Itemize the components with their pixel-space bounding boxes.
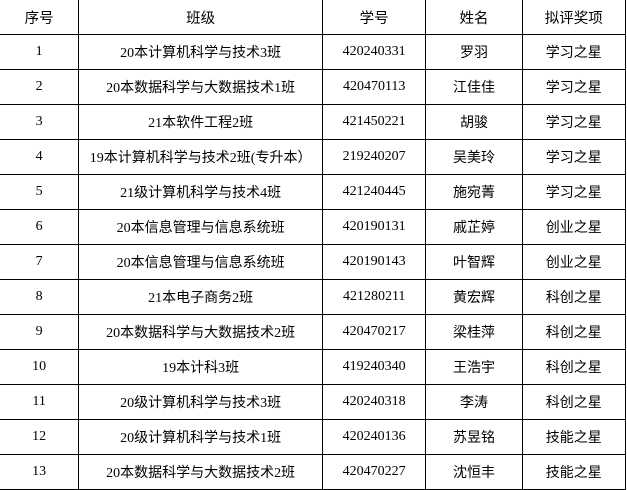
cell-name: 戚芷婷 xyxy=(425,209,523,245)
table-row: 11 20级计算机科学与技术3班 420240318 李涛 科创之星 xyxy=(0,384,627,420)
cell-student-id: 421280211 xyxy=(321,279,427,315)
cell-class: 21本电子商务2班 xyxy=(78,279,323,315)
cell-name: 苏昱铭 xyxy=(425,419,523,455)
cell-index: 5 xyxy=(0,174,80,210)
cell-student-id: 420240136 xyxy=(321,419,427,455)
cell-student-id: 420470217 xyxy=(321,314,427,350)
table-row: 1 20本计算机科学与技术3班 420240331 罗羽 学习之星 xyxy=(0,34,627,70)
cell-index: 6 xyxy=(0,209,80,245)
header-row: 序号 班级 学号 姓名 拟评奖项 xyxy=(0,0,627,35)
table-row: 4 19本计算机科学与技术2班(专升本） 219240207 吴美玲 学习之星 xyxy=(0,139,627,175)
cell-name: 叶智辉 xyxy=(425,244,523,280)
table-row: 8 21本电子商务2班 421280211 黄宏辉 科创之星 xyxy=(0,279,627,315)
cell-student-id: 420470227 xyxy=(321,454,427,490)
cell-class: 19本计算机科学与技术2班(专升本） xyxy=(78,139,323,175)
cell-award: 学习之星 xyxy=(521,139,627,175)
header-award: 拟评奖项 xyxy=(521,0,627,35)
cell-award: 学习之星 xyxy=(521,34,627,70)
table-row: 2 20本数据科学与大数据技术1班 420470113 江佳佳 学习之星 xyxy=(0,69,627,105)
cell-index: 13 xyxy=(0,454,80,490)
cell-award: 科创之星 xyxy=(521,279,627,315)
cell-index: 11 xyxy=(0,384,80,420)
cell-index: 2 xyxy=(0,69,80,105)
cell-index: 9 xyxy=(0,314,80,350)
cell-name: 王浩宇 xyxy=(425,349,523,385)
table-row: 13 20本数据科学与大数据技术2班 420470227 沈恒丰 技能之星 xyxy=(0,454,627,490)
cell-award: 学习之星 xyxy=(521,104,627,140)
table-row: 3 21本软件工程2班 421450221 胡骏 学习之星 xyxy=(0,104,627,140)
cell-award: 创业之星 xyxy=(521,244,627,280)
cell-student-id: 219240207 xyxy=(321,139,427,175)
cell-index: 7 xyxy=(0,244,80,280)
cell-index: 8 xyxy=(0,279,80,315)
cell-index: 10 xyxy=(0,349,80,385)
cell-name: 胡骏 xyxy=(425,104,523,140)
cell-award: 学习之星 xyxy=(521,174,627,210)
cell-class: 20本信息管理与信息系统班 xyxy=(78,209,323,245)
table-row: 10 19本计科3班 419240340 王浩宇 科创之星 xyxy=(0,349,627,385)
header-name: 姓名 xyxy=(425,0,523,35)
cell-class: 20本数据科学与大数据技术2班 xyxy=(78,454,323,490)
cell-class: 20本计算机科学与技术3班 xyxy=(78,34,323,70)
cell-award: 学习之星 xyxy=(521,69,627,105)
cell-name: 江佳佳 xyxy=(425,69,523,105)
header-index: 序号 xyxy=(0,0,80,35)
cell-student-id: 419240340 xyxy=(321,349,427,385)
header-class: 班级 xyxy=(78,0,323,35)
table-row: 9 20本数据科学与大数据技术2班 420470217 梁桂萍 科创之星 xyxy=(0,314,627,350)
cell-name: 吴美玲 xyxy=(425,139,523,175)
cell-award: 创业之星 xyxy=(521,209,627,245)
cell-student-id: 420240331 xyxy=(321,34,427,70)
cell-award: 科创之星 xyxy=(521,314,627,350)
cell-class: 20级计算机科学与技术3班 xyxy=(78,384,323,420)
cell-index: 12 xyxy=(0,419,80,455)
cell-index: 3 xyxy=(0,104,80,140)
cell-name: 李涛 xyxy=(425,384,523,420)
cell-class: 19本计科3班 xyxy=(78,349,323,385)
cell-student-id: 421240445 xyxy=(321,174,427,210)
cell-name: 沈恒丰 xyxy=(425,454,523,490)
cell-class: 20本数据科学与大数据技术2班 xyxy=(78,314,323,350)
cell-student-id: 420190143 xyxy=(321,244,427,280)
cell-award: 科创之星 xyxy=(521,349,627,385)
cell-name: 黄宏辉 xyxy=(425,279,523,315)
cell-name: 罗羽 xyxy=(425,34,523,70)
cell-class: 21级计算机科学与技术4班 xyxy=(78,174,323,210)
cell-name: 施宛菁 xyxy=(425,174,523,210)
cell-award: 科创之星 xyxy=(521,384,627,420)
table-row: 12 20级计算机科学与技术1班 420240136 苏昱铭 技能之星 xyxy=(0,419,627,455)
header-student-id: 学号 xyxy=(321,0,427,35)
table-row: 7 20本信息管理与信息系统班 420190143 叶智辉 创业之星 xyxy=(0,244,627,280)
cell-class: 20本信息管理与信息系统班 xyxy=(78,244,323,280)
cell-index: 4 xyxy=(0,139,80,175)
table-row: 5 21级计算机科学与技术4班 421240445 施宛菁 学习之星 xyxy=(0,174,627,210)
cell-student-id: 420240318 xyxy=(321,384,427,420)
cell-class: 20级计算机科学与技术1班 xyxy=(78,419,323,455)
cell-award: 技能之星 xyxy=(521,454,627,490)
cell-name: 梁桂萍 xyxy=(425,314,523,350)
table-row: 6 20本信息管理与信息系统班 420190131 戚芷婷 创业之星 xyxy=(0,209,627,245)
cell-student-id: 420190131 xyxy=(321,209,427,245)
cell-index: 1 xyxy=(0,34,80,70)
cell-student-id: 421450221 xyxy=(321,104,427,140)
cell-student-id: 420470113 xyxy=(321,69,427,105)
cell-class: 21本软件工程2班 xyxy=(78,104,323,140)
cell-class: 20本数据科学与大数据技术1班 xyxy=(78,69,323,105)
cell-award: 技能之星 xyxy=(521,419,627,455)
